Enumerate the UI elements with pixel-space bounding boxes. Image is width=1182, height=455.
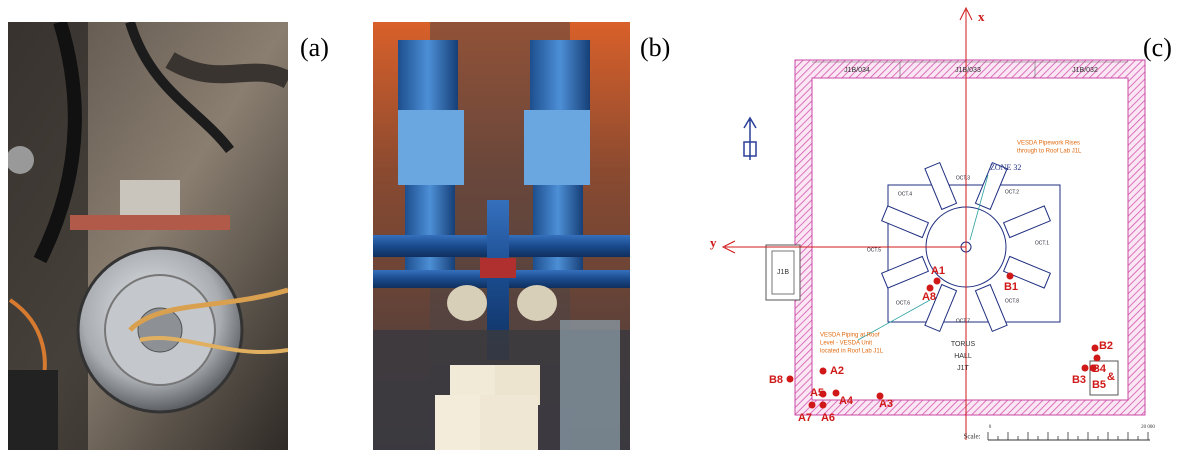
detector-label: B1 bbox=[1004, 281, 1018, 293]
detector-label: A6 bbox=[821, 412, 835, 424]
scale-label: Scale: bbox=[963, 433, 980, 441]
photo-a bbox=[6, 22, 288, 450]
detector-label: A8 bbox=[922, 291, 936, 303]
detector-label: A5 bbox=[810, 387, 824, 399]
figure: (a) (b) (c) x y J1B/034 J1B/033 J1B/032 J1B ZO… bbox=[0, 0, 1182, 450]
detector-dot bbox=[934, 278, 941, 285]
detector-dot bbox=[1090, 365, 1097, 372]
axis-label: y bbox=[710, 235, 717, 250]
note: VESDA Piping at Roof bbox=[820, 333, 880, 339]
detector-label: & bbox=[1107, 371, 1115, 383]
note: Level - VESDA Unit bbox=[820, 341, 872, 347]
room-label: J1B/034 bbox=[844, 67, 870, 74]
octant-label: OCT.4 bbox=[898, 191, 912, 197]
detector-dot bbox=[1092, 345, 1099, 352]
note: located in Roof Lab J1L bbox=[820, 349, 884, 355]
octant-label: OCT.5 bbox=[867, 247, 881, 253]
octant-label: OCT.3 bbox=[956, 175, 970, 181]
detector-label: B5 bbox=[1092, 379, 1106, 391]
hall-label: HALL bbox=[954, 353, 972, 360]
octant-label: OCT.6 bbox=[896, 300, 910, 306]
detector-label: A4 bbox=[839, 395, 854, 407]
scale-start: 0 bbox=[989, 425, 992, 430]
page: { "panels": [{"label": "(a)"}, {"label":… bbox=[0, 0, 1182, 450]
note: VESDA Pipework Rises bbox=[1017, 141, 1080, 147]
octant-port bbox=[1004, 206, 1051, 238]
detector-label: A3 bbox=[879, 398, 893, 410]
axis-label: x bbox=[978, 9, 985, 24]
octant-label: OCT.2 bbox=[1005, 189, 1019, 195]
detector-dot bbox=[1082, 365, 1089, 372]
scale-end: 20 000 bbox=[1141, 425, 1155, 430]
hall-label: J1T bbox=[957, 365, 969, 372]
detector-label: B3 bbox=[1072, 374, 1086, 386]
octant-label: OCT.8 bbox=[1005, 298, 1019, 304]
zone-label: ZONE 32 bbox=[990, 163, 1021, 172]
detector-dot bbox=[820, 368, 827, 375]
detector-dot bbox=[809, 402, 816, 409]
octant-port bbox=[882, 256, 929, 288]
detector-dot bbox=[820, 402, 827, 409]
panel-label: (a) bbox=[300, 33, 329, 62]
detector-dot bbox=[1094, 355, 1101, 362]
room-label: J1B bbox=[777, 269, 789, 276]
octant-port bbox=[975, 285, 1007, 332]
panel-label: (c) bbox=[1143, 33, 1172, 62]
hall-label: TORUS bbox=[951, 341, 976, 348]
detector-label: B8 bbox=[769, 374, 783, 386]
detector-label: A7 bbox=[798, 412, 812, 424]
detector-label: B2 bbox=[1099, 340, 1113, 352]
detector-label: A2 bbox=[830, 365, 844, 377]
panel-label: (b) bbox=[640, 33, 670, 62]
room-label: J1B/032 bbox=[1072, 67, 1098, 74]
octant-port bbox=[882, 206, 929, 238]
room-label: J1B/033 bbox=[955, 67, 981, 74]
note: through to Roof Lab J1L bbox=[1017, 149, 1082, 155]
detector-dot bbox=[787, 376, 794, 383]
photo-b bbox=[373, 22, 630, 450]
octant-label: OCT.1 bbox=[1035, 240, 1049, 246]
octant-port bbox=[925, 163, 957, 210]
octant-label: OCT.7 bbox=[956, 318, 970, 324]
detector-label: A1 bbox=[931, 265, 945, 277]
detector-dot bbox=[1007, 273, 1014, 280]
